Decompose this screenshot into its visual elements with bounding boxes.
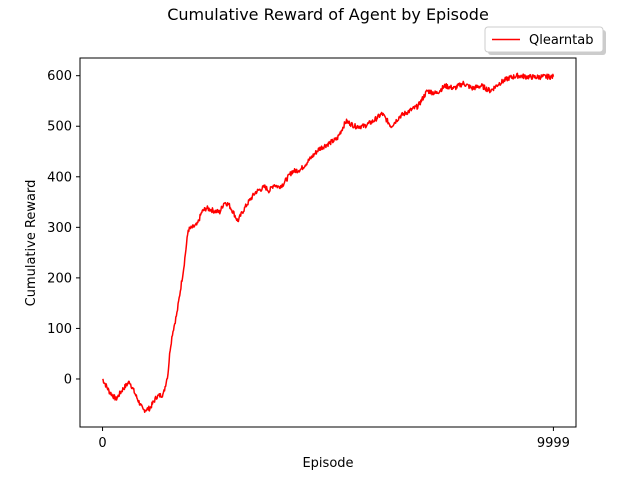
x-tick-label: 9999 [537,436,570,451]
y-tick-label: 400 [47,170,72,185]
y-tick-label: 100 [47,322,72,337]
legend-box [484,26,604,53]
x-axis: 0 9999 [98,427,570,451]
x-axis-label: Episode [302,456,353,471]
y-tick-label: 500 [47,120,72,135]
plot-frame [79,57,577,428]
y-tick-label: 200 [47,271,72,286]
series-line-qlearntab [101,72,555,414]
y-axis: 0 100 200 300 400 500 600 [47,69,80,387]
legend: Qlearntab [484,26,606,55]
y-axis-label: Cumulative Reward [24,180,39,307]
legend-label-qlearntab: Qlearntab [529,33,593,48]
y-tick-label: 0 [64,372,72,387]
y-tick-label: 600 [47,69,72,84]
chart-title: Cumulative Reward of Agent by Episode [167,5,489,24]
x-tick-label: 0 [98,436,106,451]
y-tick-label: 300 [47,221,72,236]
